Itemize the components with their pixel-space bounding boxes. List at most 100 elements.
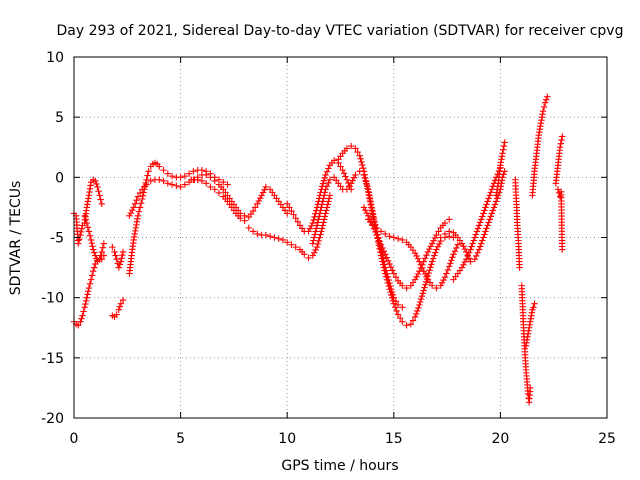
data-point-fill xyxy=(489,207,497,214)
data-point-fill xyxy=(392,274,400,281)
data-point-fill xyxy=(359,161,366,169)
data-point-fill xyxy=(472,231,480,238)
data-point xyxy=(488,210,496,217)
data-point xyxy=(136,204,144,211)
data-point-fill xyxy=(91,264,98,271)
data-point xyxy=(441,219,449,227)
data-point-fill xyxy=(389,297,397,304)
data-point xyxy=(79,312,86,319)
data-point xyxy=(480,210,487,217)
data-point-fill xyxy=(474,225,482,232)
data-point xyxy=(527,384,534,392)
data-point xyxy=(115,306,122,313)
data-point-fill xyxy=(252,204,259,211)
data-point xyxy=(237,215,244,222)
data-point xyxy=(164,170,172,177)
data-point-fill xyxy=(314,219,321,226)
data-point-fill xyxy=(136,189,144,197)
data-point xyxy=(441,230,449,238)
data-point xyxy=(254,230,261,238)
data-point xyxy=(556,144,564,151)
data-point-fill xyxy=(425,269,432,277)
data-point-fill xyxy=(131,200,139,208)
data-point xyxy=(258,192,265,199)
data-point-fill xyxy=(432,249,439,256)
data-point-fill xyxy=(476,219,484,226)
data-point xyxy=(305,254,312,262)
data-point-fill xyxy=(118,255,125,262)
data-point-fill xyxy=(479,213,486,220)
data-point-fill xyxy=(376,245,383,252)
data-point xyxy=(467,258,474,265)
data-point-fill xyxy=(378,255,385,262)
data-point-fill xyxy=(482,228,489,235)
data-point-fill xyxy=(255,197,262,205)
data-point-fill xyxy=(393,307,400,315)
data-point-fill xyxy=(325,198,332,205)
data-point xyxy=(394,235,402,242)
data-point xyxy=(322,210,329,217)
data-point xyxy=(369,210,376,217)
data-point xyxy=(484,198,491,205)
data-point-fill xyxy=(414,255,422,262)
data-point-fill xyxy=(388,294,396,302)
data-point-fill xyxy=(325,179,332,187)
data-point-fill xyxy=(485,195,492,202)
data-point-fill xyxy=(372,228,379,236)
data-point xyxy=(416,258,423,265)
data-point-fill xyxy=(320,219,327,226)
data-point xyxy=(111,248,118,256)
data-point-fill xyxy=(319,222,326,229)
data-point xyxy=(292,215,299,222)
x-tick-label: 15 xyxy=(385,431,403,447)
data-point xyxy=(446,216,453,223)
data-point xyxy=(365,188,372,195)
data-point-fill xyxy=(317,231,324,238)
data-point xyxy=(373,224,380,232)
data-point xyxy=(92,177,99,185)
data-point xyxy=(475,222,483,229)
data-point-fill xyxy=(89,243,96,250)
data-point-fill xyxy=(316,234,323,241)
data-point-fill xyxy=(312,246,319,254)
data-point xyxy=(360,204,368,211)
data-point-fill xyxy=(431,252,438,259)
data-point-fill xyxy=(354,148,361,156)
data-point xyxy=(207,183,214,191)
data-point-fill xyxy=(382,273,390,280)
data-point xyxy=(411,249,419,257)
data-point-fill xyxy=(448,257,455,264)
data-point xyxy=(156,176,163,183)
data-point-fill xyxy=(367,200,374,208)
data-point-fill xyxy=(97,252,104,259)
data-point-fill xyxy=(479,237,486,244)
data-point-fill xyxy=(413,252,420,260)
data-point xyxy=(339,166,346,174)
data-point-fill xyxy=(409,317,417,324)
data-point xyxy=(347,142,355,150)
data-point-fill xyxy=(419,290,426,297)
data-point xyxy=(271,234,278,241)
data-point xyxy=(292,243,299,251)
data-point xyxy=(85,228,93,235)
data-point xyxy=(202,180,210,187)
data-point-fill xyxy=(387,288,394,296)
x-tick-label: 5 xyxy=(176,431,185,447)
data-point-fill xyxy=(316,210,324,217)
data-point-fill xyxy=(320,216,328,223)
x-tick-label: 25 xyxy=(598,431,616,447)
data-point xyxy=(113,255,120,263)
data-point-fill xyxy=(426,267,433,274)
data-point-fill xyxy=(482,204,489,211)
data-point xyxy=(156,163,163,170)
data-point xyxy=(309,219,316,227)
data-point-fill xyxy=(78,225,86,232)
y-tick-label: 10 xyxy=(46,50,64,66)
data-point xyxy=(386,260,393,268)
series-sat-m xyxy=(360,204,453,292)
data-point xyxy=(428,258,436,265)
data-point xyxy=(220,178,227,186)
data-point xyxy=(530,304,537,311)
data-point-fill xyxy=(363,209,370,217)
